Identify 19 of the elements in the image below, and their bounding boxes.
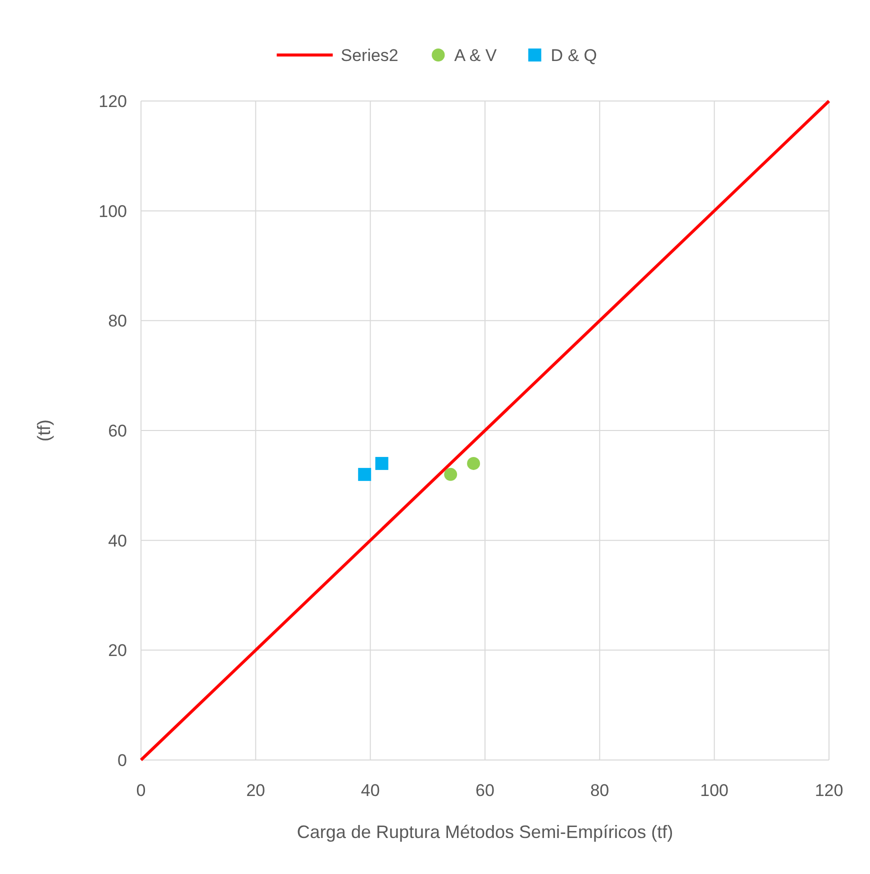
legend-label: Series2	[340, 46, 398, 65]
y-tick-label: 60	[108, 422, 127, 440]
y-tick-label: 80	[108, 312, 127, 331]
x-tick-label: 0	[136, 781, 146, 800]
x-tick-label: 120	[814, 781, 844, 800]
y-axis-title: (tf)	[34, 420, 54, 442]
x-tick-label: 60	[476, 781, 494, 800]
legend-label: D & Q	[550, 46, 598, 65]
y-tick-label: 40	[108, 531, 127, 550]
y-tick-label: 20	[108, 641, 127, 660]
x-tick-label: 40	[360, 781, 380, 800]
x-tick-label: 100	[700, 781, 729, 800]
y-tick-label: 120	[98, 92, 127, 111]
y-tick-label: 0	[118, 751, 127, 770]
y-tick-label: 100	[98, 202, 127, 221]
x-tick-label: 20	[246, 781, 266, 800]
x-axis-title: Carga de Ruptura Métodos Semi-Empíricos (tf)	[296, 822, 674, 842]
x-tick-label: 80	[590, 781, 610, 800]
legend-label: A & V	[454, 46, 498, 65]
